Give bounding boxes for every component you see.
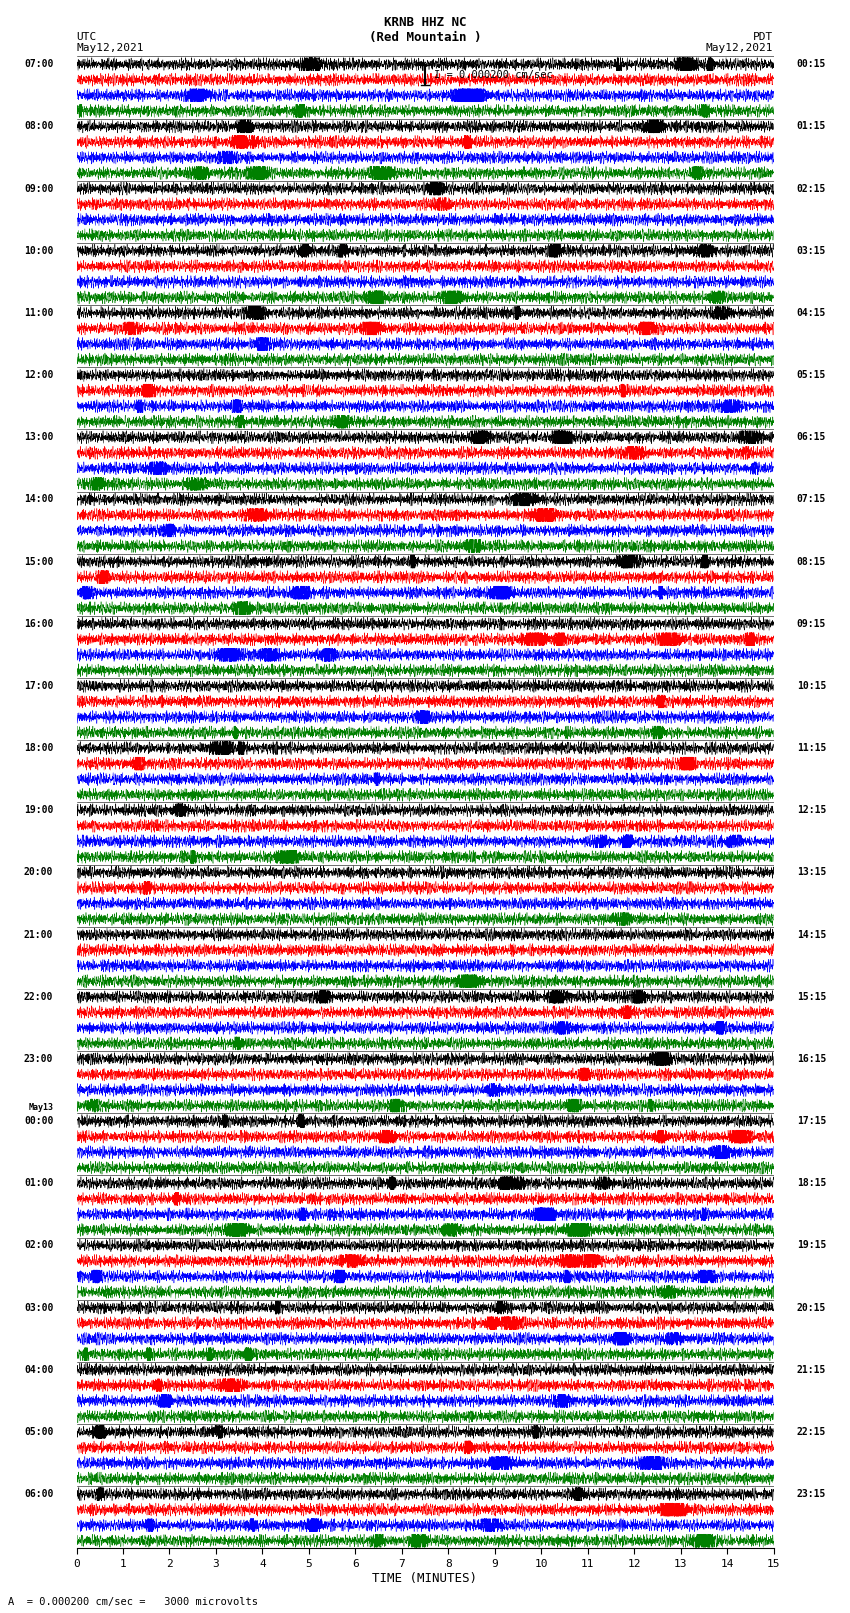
Text: 18:00: 18:00	[24, 744, 54, 753]
Text: 11:00: 11:00	[24, 308, 54, 318]
Text: 03:00: 03:00	[24, 1303, 54, 1313]
Text: 13:00: 13:00	[24, 432, 54, 442]
Text: 15:15: 15:15	[796, 992, 826, 1002]
Text: 01:00: 01:00	[24, 1177, 54, 1189]
Text: 06:00: 06:00	[24, 1489, 54, 1498]
Text: 17:00: 17:00	[24, 681, 54, 690]
Text: 04:15: 04:15	[796, 308, 826, 318]
Text: 00:15: 00:15	[796, 60, 826, 69]
Text: 02:15: 02:15	[796, 184, 826, 194]
Text: 05:15: 05:15	[796, 369, 826, 381]
Text: 04:00: 04:00	[24, 1365, 54, 1374]
Text: 03:15: 03:15	[796, 245, 826, 256]
Text: 12:00: 12:00	[24, 369, 54, 381]
Text: 10:15: 10:15	[796, 681, 826, 690]
Text: 17:15: 17:15	[796, 1116, 826, 1126]
Text: 23:00: 23:00	[24, 1053, 54, 1065]
Text: 20:15: 20:15	[796, 1303, 826, 1313]
Text: 00:00: 00:00	[24, 1116, 54, 1126]
Text: 21:00: 21:00	[24, 929, 54, 940]
Text: UTC
May12,2021: UTC May12,2021	[76, 32, 144, 53]
Text: 16:15: 16:15	[796, 1053, 826, 1065]
Text: 13:15: 13:15	[796, 868, 826, 877]
Text: 09:00: 09:00	[24, 184, 54, 194]
Text: 23:15: 23:15	[796, 1489, 826, 1498]
Text: 05:00: 05:00	[24, 1428, 54, 1437]
Text: 19:15: 19:15	[796, 1240, 826, 1250]
Text: 20:00: 20:00	[24, 868, 54, 877]
Text: A  = 0.000200 cm/sec =   3000 microvolts: A = 0.000200 cm/sec = 3000 microvolts	[8, 1597, 258, 1607]
Text: 18:15: 18:15	[796, 1177, 826, 1189]
Text: 06:15: 06:15	[796, 432, 826, 442]
Text: 08:00: 08:00	[24, 121, 54, 131]
Text: 11:15: 11:15	[796, 744, 826, 753]
Text: 08:15: 08:15	[796, 556, 826, 566]
Text: 15:00: 15:00	[24, 556, 54, 566]
Text: 10:00: 10:00	[24, 245, 54, 256]
Text: 22:00: 22:00	[24, 992, 54, 1002]
Text: KRNB HHZ NC
(Red Mountain ): KRNB HHZ NC (Red Mountain )	[369, 16, 481, 44]
Text: 22:15: 22:15	[796, 1428, 826, 1437]
Text: 09:15: 09:15	[796, 619, 826, 629]
Text: I = 0.000200 cm/sec: I = 0.000200 cm/sec	[434, 69, 552, 81]
Text: 07:15: 07:15	[796, 495, 826, 505]
Text: 02:00: 02:00	[24, 1240, 54, 1250]
X-axis label: TIME (MINUTES): TIME (MINUTES)	[372, 1571, 478, 1584]
Text: 14:15: 14:15	[796, 929, 826, 940]
Text: 12:15: 12:15	[796, 805, 826, 815]
Text: May13: May13	[28, 1103, 54, 1111]
Text: 21:15: 21:15	[796, 1365, 826, 1374]
Text: 19:00: 19:00	[24, 805, 54, 815]
Text: 01:15: 01:15	[796, 121, 826, 131]
Text: 14:00: 14:00	[24, 495, 54, 505]
Text: 07:00: 07:00	[24, 60, 54, 69]
Text: 16:00: 16:00	[24, 619, 54, 629]
Text: PDT
May12,2021: PDT May12,2021	[706, 32, 774, 53]
